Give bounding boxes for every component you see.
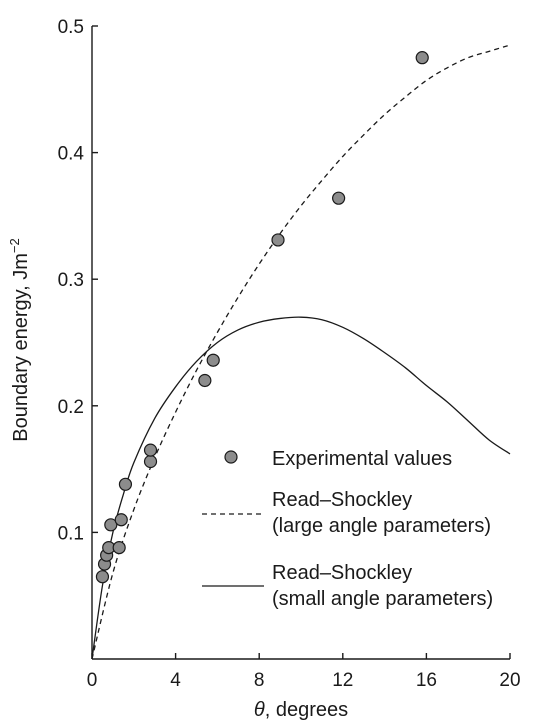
legend-marker-experimental [224,450,238,464]
experimental-point-8 [143,454,158,469]
experimental-point-9 [143,443,158,457]
experimental-point-0 [95,570,110,584]
x-axis-title: θ, degrees [254,699,348,721]
legend-label-large-angle-line2: (large angle parameters) [272,515,491,537]
experimental-point-6 [114,513,128,527]
x-tick-label-2: 8 [254,670,265,691]
legend-label-large-angle-line1: Read–Shockley [272,489,412,511]
experimental-point-14 [415,51,429,65]
y-ticks: 0.1 0.2 0.3 0.4 0.5 [58,17,98,544]
y-axis-title: Boundary energy, Jm−2 [7,238,32,441]
y-tick-label-1: 0.2 [58,397,84,418]
y-tick-label-4: 0.5 [58,17,84,38]
experimental-point-10 [198,373,212,388]
y-tick-label-2: 0.3 [58,270,84,291]
x-tick-label-5: 20 [499,670,520,691]
experimental-point-7 [118,477,133,491]
x-tick-label-4: 16 [416,670,437,691]
legend-label-experimental: Experimental values [272,448,452,470]
read-shockley-small-angle-curve [91,316,511,660]
x-tick-label-0: 0 [87,670,98,691]
y-tick-label-3: 0.4 [58,144,85,165]
experimental-point-13 [332,191,346,205]
experimental-point-11 [206,353,220,367]
y-tick-label-0: 0.1 [58,523,84,544]
legend-label-small-angle-line1: Read–Shockley [272,562,412,584]
x-tick-label-1: 4 [170,670,181,691]
experimental-point-4 [104,518,118,532]
experimental-point-12 [271,233,285,247]
legend-label-small-angle-line2: (small angle parameters) [272,588,493,610]
legend: Experimental values Read–Shockley (large… [202,448,493,610]
x-tick-label-3: 12 [332,670,353,691]
experimental-point-5 [112,540,126,555]
x-ticks: 0 4 8 12 16 20 [87,653,521,691]
experimental-markers [95,51,429,584]
